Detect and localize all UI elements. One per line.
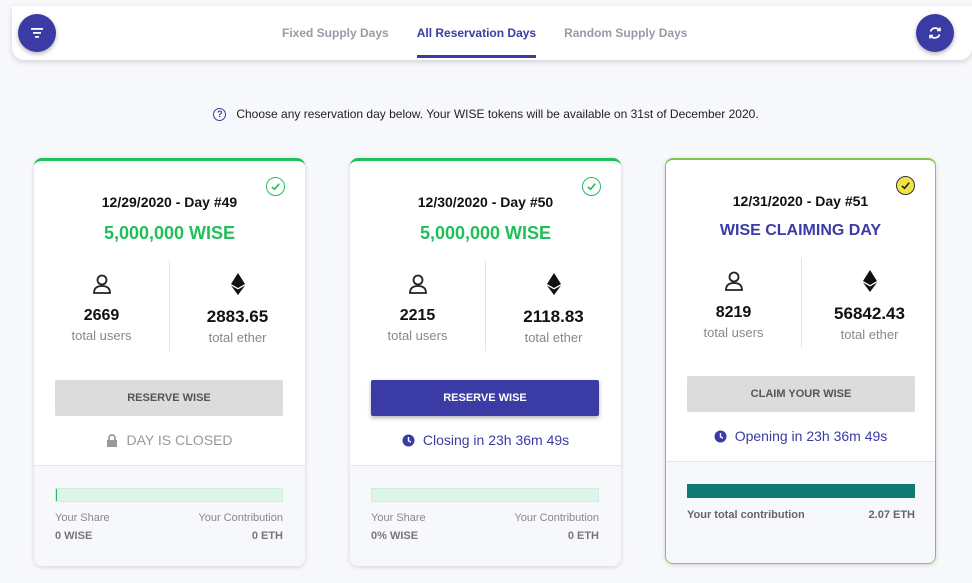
contribution-value: 0 ETH <box>251 530 283 542</box>
refresh-icon <box>929 27 941 39</box>
divider <box>169 261 170 351</box>
share-label: Your Share <box>55 512 110 524</box>
share-value: 0 WISE <box>55 530 93 542</box>
filter-icon <box>31 28 43 38</box>
total-users-value: 8219 <box>715 304 752 321</box>
total-ether-label: total ether <box>524 330 583 345</box>
contribution-progress-fill <box>687 484 915 498</box>
share-label: Your Share <box>371 512 426 524</box>
contribution-value: 0 ETH <box>567 530 599 542</box>
claiming-day-card: 12/31/2020 - Day #51 WISE CLAIMING DAY 8… <box>665 158 936 564</box>
total-users-label: total users <box>703 325 764 340</box>
share-section: Your Share Your Contribution 0% WISE 0 E… <box>350 465 621 566</box>
divider <box>485 261 486 351</box>
share-section: Your Share Your Contribution 0 WISE 0 ET… <box>34 465 305 566</box>
ethereum-icon <box>802 270 935 294</box>
total-users-label: total users <box>387 328 448 343</box>
day-date: 12/31/2020 - Day #51 <box>732 193 869 209</box>
filter-button[interactable] <box>18 14 56 52</box>
lock-icon <box>107 433 118 447</box>
ethereum-icon <box>486 273 621 297</box>
tab-fixed-supply-days[interactable]: Fixed Supply Days <box>282 26 389 40</box>
ethereum-icon <box>170 273 305 297</box>
day-date: 12/30/2020 - Day #50 <box>417 194 554 210</box>
day-supply: 5,000,000 WISE <box>103 223 236 243</box>
day-stats: 2669 total users 2883.65 total ether <box>34 261 305 361</box>
total-ether-value: 56842.43 <box>834 304 905 323</box>
total-users-value: 2215 <box>399 307 436 324</box>
share-progress-fill <box>56 489 57 501</box>
check-icon <box>582 177 601 196</box>
clock-icon <box>402 434 415 446</box>
total-ether-label: total ether <box>208 330 267 345</box>
total-ether-value: 2883.65 <box>206 307 269 326</box>
divider <box>801 258 802 348</box>
reservation-day-card: 12/29/2020 - Day #49 5,000,000 WISE 2669… <box>34 158 305 566</box>
share-value: 0% WISE <box>371 530 419 542</box>
user-icon <box>34 273 169 297</box>
contribution-progress-bar <box>687 484 915 498</box>
info-notice: ? Choose any reservation day below. Your… <box>0 107 972 121</box>
tab-all-reservation-days[interactable]: All Reservation Days <box>416 6 537 60</box>
help-icon[interactable]: ? <box>213 107 227 121</box>
top-bar: Fixed Supply Days All Reservation Days R… <box>12 6 972 60</box>
total-ether-label: total ether <box>840 327 899 342</box>
total-contribution-value: 2.07 ETH <box>868 509 915 521</box>
total-users-label: total users <box>71 328 132 343</box>
reservation-day-card: 12/30/2020 - Day #50 5,000,000 WISE 2215… <box>350 158 621 566</box>
status-text: Opening in 23h 36m 49s <box>734 428 888 444</box>
day-status: DAY IS CLOSED <box>34 432 305 448</box>
day-tabs: Fixed Supply Days All Reservation Days R… <box>282 6 687 60</box>
day-date: 12/29/2020 - Day #49 <box>101 194 238 210</box>
clock-icon <box>714 430 727 442</box>
notice-text: Choose any reservation day below. Your W… <box>236 107 759 121</box>
reserve-wise-button[interactable]: RESERVE WISE <box>55 380 283 416</box>
check-icon <box>266 177 285 196</box>
share-progress-bar <box>55 488 283 502</box>
total-users-value: 2669 <box>83 307 120 324</box>
check-icon <box>896 176 915 195</box>
claiming-day-title: WISE CLAIMING DAY <box>719 222 882 239</box>
reserve-wise-button[interactable]: RESERVE WISE <box>371 380 599 416</box>
user-icon <box>666 270 801 294</box>
share-progress-bar <box>371 488 599 502</box>
contribution-section: Your total contribution 2.07 ETH <box>666 461 935 563</box>
claim-your-wise-button[interactable]: CLAIM YOUR WISE <box>687 376 915 412</box>
day-status: Closing in 23h 36m 49s <box>350 432 621 448</box>
day-supply: 5,000,000 WISE <box>419 223 552 243</box>
total-ether-value: 2118.83 <box>523 307 584 326</box>
day-stats: 8219 total users 56842.43 total ether <box>666 258 935 358</box>
day-status: Opening in 23h 36m 49s <box>666 428 935 444</box>
total-contribution-label: Your total contribution <box>687 509 805 521</box>
refresh-button[interactable] <box>916 14 954 52</box>
user-icon <box>350 273 485 297</box>
contribution-label: Your Contribution <box>198 512 283 524</box>
tab-random-supply-days[interactable]: Random Supply Days <box>564 26 688 40</box>
contribution-label: Your Contribution <box>514 512 599 524</box>
status-text: DAY IS CLOSED <box>126 432 233 448</box>
status-text: Closing in 23h 36m 49s <box>422 432 570 448</box>
day-stats: 2215 total users 2118.83 total ether <box>350 261 621 361</box>
